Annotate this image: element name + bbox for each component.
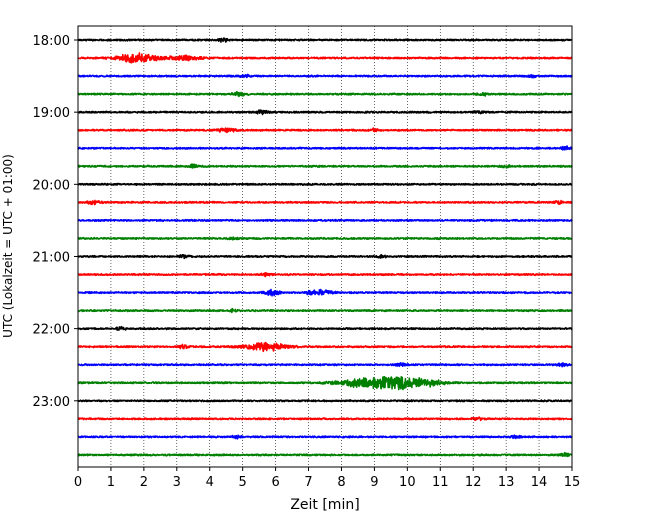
trace-1815 — [77, 52, 573, 64]
trace-layer — [77, 37, 573, 458]
trace-2245 — [77, 375, 573, 391]
trace-2330 — [77, 434, 573, 440]
x-axis-ticks: 0 1 2 3 4 5 6 7 8 9 10 11 12 13 14 15 — [74, 467, 580, 490]
plot-frame — [77, 25, 573, 468]
trace-2315 — [77, 416, 573, 422]
trace-1945 — [77, 163, 573, 169]
trace-1845 — [77, 91, 573, 98]
x-tick-label-14: 14 — [531, 475, 548, 490]
y-axis-label: UTC (Lokalzeit = UTC + 01:00) — [1, 154, 15, 338]
x-tick-label-5: 5 — [239, 475, 247, 490]
x-tick-label-0: 0 — [74, 475, 82, 490]
trace-2200 — [77, 325, 573, 331]
x-tick-label-7: 7 — [304, 475, 312, 490]
x-tick-label-10: 10 — [399, 475, 416, 490]
trace-2045 — [77, 236, 573, 241]
y-tick-label-1: 19:00 — [33, 106, 70, 121]
trace-2215 — [77, 341, 573, 353]
trace-1800 — [77, 37, 573, 43]
y-tick-label-2: 20:00 — [33, 178, 70, 193]
y-tick-label-5: 23:00 — [33, 395, 70, 410]
x-tick-label-9: 9 — [370, 475, 378, 490]
y-tick-label-3: 21:00 — [33, 250, 70, 265]
y-tick-label-4: 22:00 — [33, 323, 70, 338]
trace-1930 — [77, 145, 573, 151]
x-tick-label-4: 4 — [206, 475, 214, 490]
trace-2130 — [77, 288, 573, 297]
trace-2000 — [77, 182, 573, 186]
x-tick-label-12: 12 — [465, 475, 482, 490]
x-tick-label-11: 11 — [432, 475, 449, 490]
trace-2030 — [77, 218, 573, 223]
x-tick-label-1: 1 — [107, 475, 115, 490]
trace-2115 — [77, 272, 573, 278]
y-axis-ticks: 18:00 19:00 20:00 21:00 22:00 23:00 — [33, 34, 78, 410]
x-tick-label-2: 2 — [140, 475, 148, 490]
trace-2345 — [77, 451, 573, 458]
trace-1900 — [77, 109, 573, 116]
x-tick-label-6: 6 — [271, 475, 279, 490]
trace-2300 — [77, 399, 573, 403]
x-tick-label-13: 13 — [498, 475, 515, 490]
trace-1830 — [77, 73, 573, 79]
x-axis-label: Zeit [min] — [290, 497, 359, 513]
x-tick-label-8: 8 — [337, 475, 345, 490]
x-tick-label-15: 15 — [564, 475, 581, 490]
trace-2100 — [77, 253, 573, 260]
x-tick-label-3: 3 — [173, 475, 181, 490]
trace-2015 — [77, 199, 573, 206]
trace-1915 — [77, 127, 573, 134]
trace-2230 — [77, 362, 573, 368]
trace-2145 — [77, 307, 573, 314]
y-tick-label-0: 18:00 — [33, 34, 70, 49]
